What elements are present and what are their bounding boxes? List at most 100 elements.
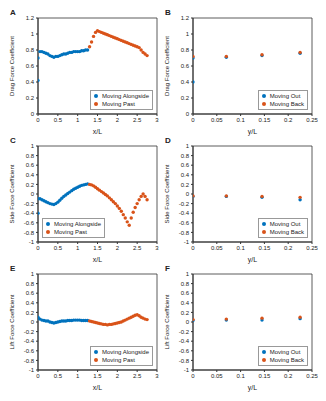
svg-text:0.6: 0.6 xyxy=(181,290,190,296)
svg-text:0.25: 0.25 xyxy=(306,373,318,379)
svg-text:1: 1 xyxy=(31,143,35,149)
svg-text:-0.4: -0.4 xyxy=(179,338,190,344)
svg-text:1: 1 xyxy=(31,271,35,277)
svg-text:0.4: 0.4 xyxy=(26,172,35,178)
svg-text:0.6: 0.6 xyxy=(26,290,35,296)
svg-text:x/L: x/L xyxy=(93,256,102,263)
svg-text:y/L: y/L xyxy=(248,384,257,392)
svg-text:1: 1 xyxy=(76,245,80,251)
svg-text:1.5: 1.5 xyxy=(93,117,102,123)
svg-text:-1: -1 xyxy=(184,367,190,373)
svg-text:1: 1 xyxy=(186,31,190,37)
svg-text:0: 0 xyxy=(191,373,195,379)
svg-text:0: 0 xyxy=(36,117,40,123)
svg-text:0.2: 0.2 xyxy=(284,373,293,379)
svg-text:0.4: 0.4 xyxy=(181,300,190,306)
svg-text:Lift Force Coefficient: Lift Force Coefficient xyxy=(164,294,170,349)
svg-text:0.05: 0.05 xyxy=(211,245,223,251)
svg-text:0: 0 xyxy=(31,111,35,117)
svg-text:Drag Force Coefficient: Drag Force Coefficient xyxy=(9,36,15,96)
svg-text:0: 0 xyxy=(191,117,195,123)
svg-text:-0.4: -0.4 xyxy=(179,210,190,216)
svg-text:Drag Force Coefficient: Drag Force Coefficient xyxy=(164,36,170,96)
svg-text:0.4: 0.4 xyxy=(181,79,190,85)
svg-text:-0.6: -0.6 xyxy=(179,348,190,354)
svg-text:1.2: 1.2 xyxy=(181,15,190,21)
svg-text:-0.8: -0.8 xyxy=(179,230,190,236)
svg-text:0.2: 0.2 xyxy=(181,310,190,316)
svg-text:0: 0 xyxy=(31,191,35,197)
svg-text:0: 0 xyxy=(186,191,190,197)
svg-text:-0.2: -0.2 xyxy=(24,329,35,335)
svg-text:3: 3 xyxy=(155,245,159,251)
svg-text:0.8: 0.8 xyxy=(181,47,190,53)
svg-text:0.6: 0.6 xyxy=(26,162,35,168)
svg-text:-0.8: -0.8 xyxy=(179,358,190,364)
svg-text:0.1: 0.1 xyxy=(236,245,245,251)
svg-text:Side Force Coefficient: Side Force Coefficient xyxy=(9,164,15,223)
svg-text:1: 1 xyxy=(76,373,80,379)
svg-text:0: 0 xyxy=(36,245,40,251)
svg-text:0.2: 0.2 xyxy=(284,117,293,123)
svg-text:1: 1 xyxy=(76,117,80,123)
svg-text:1: 1 xyxy=(186,143,190,149)
svg-text:0.5: 0.5 xyxy=(54,117,63,123)
svg-text:0.25: 0.25 xyxy=(306,117,318,123)
svg-text:3: 3 xyxy=(155,373,159,379)
svg-text:0.8: 0.8 xyxy=(181,153,190,159)
svg-text:0.25: 0.25 xyxy=(306,245,318,251)
svg-text:0.8: 0.8 xyxy=(26,281,35,287)
svg-text:0.6: 0.6 xyxy=(181,63,190,69)
svg-text:0.1: 0.1 xyxy=(236,117,245,123)
svg-text:0.05: 0.05 xyxy=(211,373,223,379)
svg-text:0: 0 xyxy=(191,245,195,251)
svg-text:3: 3 xyxy=(155,117,159,123)
svg-text:0.2: 0.2 xyxy=(26,95,35,101)
svg-text:0: 0 xyxy=(36,373,40,379)
svg-text:y/L: y/L xyxy=(248,128,257,136)
svg-text:-1: -1 xyxy=(29,239,35,245)
svg-text:0.8: 0.8 xyxy=(181,281,190,287)
svg-text:1.2: 1.2 xyxy=(26,15,35,21)
svg-text:2: 2 xyxy=(116,245,120,251)
svg-text:0.15: 0.15 xyxy=(259,117,271,123)
svg-text:-0.2: -0.2 xyxy=(24,201,35,207)
svg-text:-0.6: -0.6 xyxy=(24,348,35,354)
svg-text:y/L: y/L xyxy=(248,256,257,264)
svg-text:0.2: 0.2 xyxy=(181,95,190,101)
svg-text:-0.2: -0.2 xyxy=(179,329,190,335)
svg-text:0: 0 xyxy=(186,319,190,325)
svg-text:1.5: 1.5 xyxy=(93,373,102,379)
svg-text:-0.6: -0.6 xyxy=(24,220,35,226)
svg-text:Side Force Coefficient: Side Force Coefficient xyxy=(164,164,170,223)
svg-text:2.5: 2.5 xyxy=(133,245,142,251)
svg-text:0.15: 0.15 xyxy=(259,245,271,251)
svg-text:0.2: 0.2 xyxy=(26,310,35,316)
svg-text:-0.4: -0.4 xyxy=(24,338,35,344)
svg-text:1.5: 1.5 xyxy=(93,245,102,251)
svg-text:0.2: 0.2 xyxy=(284,245,293,251)
svg-text:-1: -1 xyxy=(29,367,35,373)
svg-text:0.15: 0.15 xyxy=(259,373,271,379)
svg-text:0.8: 0.8 xyxy=(26,47,35,53)
svg-text:1: 1 xyxy=(31,31,35,37)
svg-text:-0.8: -0.8 xyxy=(24,230,35,236)
svg-text:0.05: 0.05 xyxy=(211,117,223,123)
svg-text:2: 2 xyxy=(116,117,120,123)
svg-text:0.5: 0.5 xyxy=(54,373,63,379)
svg-text:-0.6: -0.6 xyxy=(179,220,190,226)
svg-text:x/L: x/L xyxy=(93,384,102,391)
svg-text:-1: -1 xyxy=(184,239,190,245)
svg-text:0: 0 xyxy=(186,111,190,117)
svg-text:0.2: 0.2 xyxy=(181,182,190,188)
svg-text:-0.4: -0.4 xyxy=(24,210,35,216)
svg-text:0.2: 0.2 xyxy=(26,182,35,188)
svg-text:2: 2 xyxy=(116,373,120,379)
svg-text:0.4: 0.4 xyxy=(26,79,35,85)
svg-text:-0.2: -0.2 xyxy=(179,201,190,207)
svg-text:0.6: 0.6 xyxy=(26,63,35,69)
svg-text:0.4: 0.4 xyxy=(26,300,35,306)
svg-text:0.1: 0.1 xyxy=(236,373,245,379)
svg-text:x/L: x/L xyxy=(93,128,102,135)
svg-text:2.5: 2.5 xyxy=(133,373,142,379)
